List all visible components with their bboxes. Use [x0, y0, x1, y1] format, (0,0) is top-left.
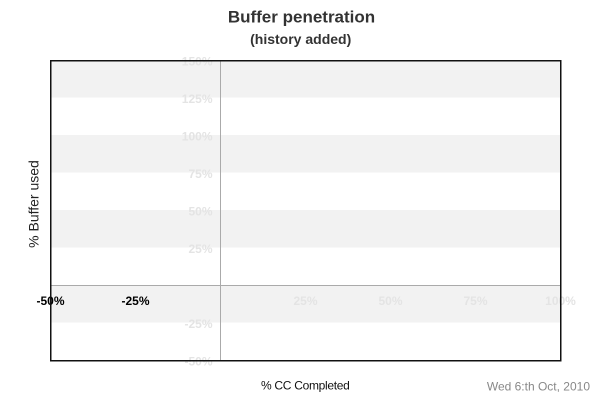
- svg-text:50%: 50%: [188, 205, 212, 219]
- svg-text:Buffer penetration: Buffer penetration: [228, 8, 375, 27]
- svg-text:125%: 125%: [182, 92, 213, 106]
- svg-text:(history added): (history added): [250, 31, 351, 47]
- svg-text:25%: 25%: [293, 294, 317, 308]
- svg-text:150%: 150%: [182, 55, 213, 69]
- svg-text:25%: 25%: [188, 242, 212, 256]
- svg-text:75%: 75%: [463, 294, 487, 308]
- svg-text:% Buffer used: % Buffer used: [26, 160, 42, 248]
- svg-text:-25%: -25%: [184, 317, 212, 331]
- svg-text:50%: 50%: [378, 294, 402, 308]
- svg-text:75%: 75%: [188, 167, 212, 181]
- svg-text:-50%: -50%: [184, 355, 212, 369]
- svg-text:% CC Completed: % CC Completed: [261, 379, 350, 393]
- svg-text:Wed 6:th Oct, 2010: Wed 6:th Oct, 2010: [487, 379, 590, 393]
- svg-text:-25%: -25%: [121, 294, 149, 308]
- svg-text:100%: 100%: [182, 130, 213, 144]
